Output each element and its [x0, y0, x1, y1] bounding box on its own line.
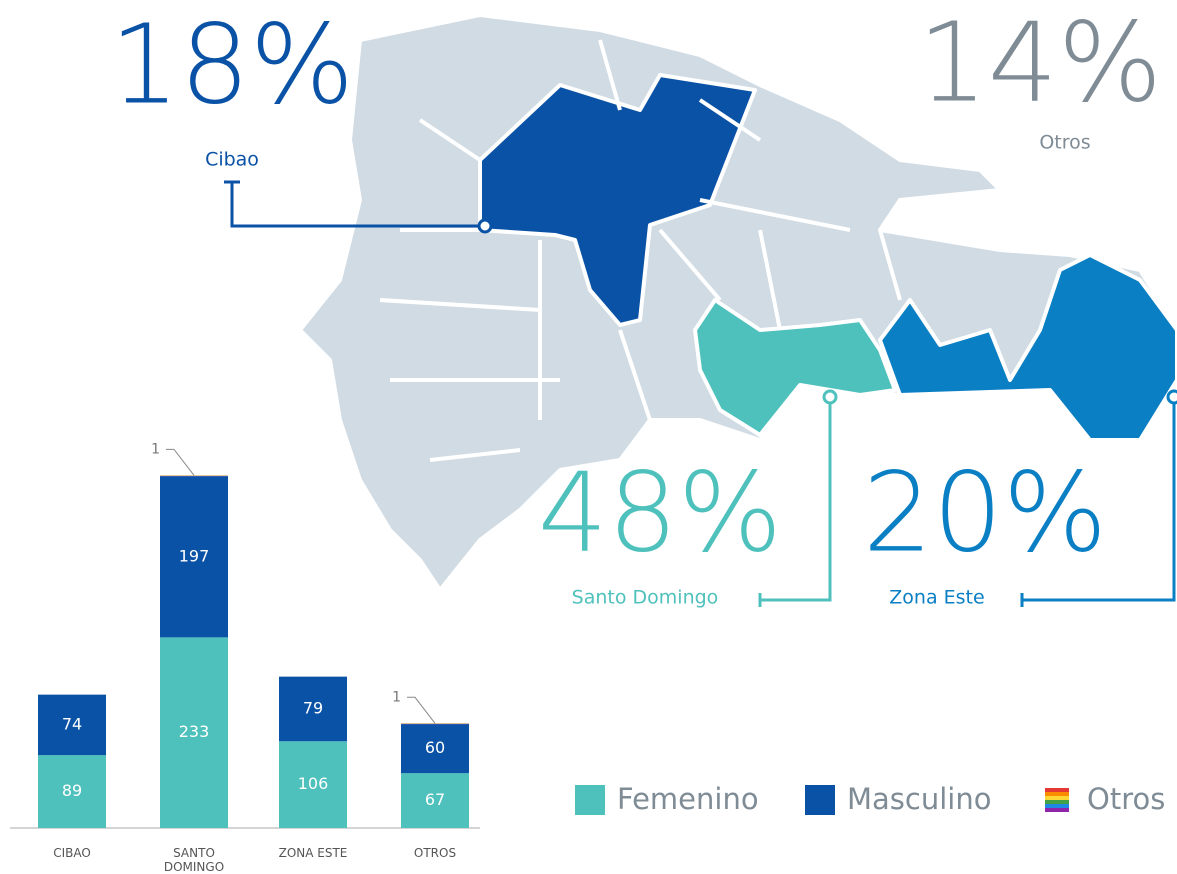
callouts [224, 180, 1177, 607]
map [298, 13, 1177, 592]
legend-swatch [1045, 788, 1069, 792]
region-percent: 20% [863, 448, 1108, 576]
callout-dot [822, 389, 838, 405]
x-tick-label: OTROS [413, 846, 457, 860]
bar-segment [279, 741, 347, 828]
leader-line [166, 448, 195, 476]
bar-value-label: 197 [179, 546, 210, 565]
region-percent: 18% [110, 0, 355, 128]
bar-value-label: 67 [425, 790, 445, 809]
legend-swatch [805, 785, 835, 815]
callout-dot [1166, 389, 1177, 405]
bar-value-label: 60 [425, 738, 445, 757]
region-percent: 14% [918, 0, 1163, 126]
bar-value-label: 1 [151, 441, 160, 457]
region-name: Otros [1039, 132, 1090, 154]
legend-swatch [1045, 800, 1069, 804]
region-name: Santo Domingo [572, 587, 719, 609]
bar-segment [160, 476, 228, 638]
bar-segment [160, 475, 228, 477]
map-cibao [478, 73, 757, 327]
legend-swatch [1045, 796, 1069, 800]
bar-segment [279, 676, 347, 742]
legend-label: Femenino [617, 782, 759, 816]
bar-segment [38, 694, 106, 756]
legend-swatch [1045, 804, 1069, 808]
region-percent: 48% [538, 448, 783, 576]
callout-line [224, 180, 479, 228]
legend-swatch [575, 785, 605, 815]
leader-line [407, 696, 436, 724]
legend-swatch [1045, 808, 1069, 812]
bar-segment [160, 637, 228, 828]
bar-segment [401, 723, 469, 725]
legend-label: Otros [1087, 782, 1165, 816]
callout-line [758, 403, 832, 607]
bar-value-label: 106 [298, 774, 329, 793]
x-tick-label: ZONA ESTE [278, 846, 348, 860]
map-zona-este [878, 253, 1177, 442]
bar-segment [401, 773, 469, 828]
bar-value-label: 233 [179, 722, 210, 741]
bar-value-label: 1 [392, 689, 401, 705]
callout-line [1020, 403, 1176, 607]
x-tick-label: CIBAO [53, 846, 91, 860]
bar-value-label: 74 [62, 714, 82, 733]
callout-dot [477, 218, 493, 234]
legend-label: Masculino [847, 782, 991, 816]
region-name: Zona Este [889, 587, 984, 609]
bar-value-label: 79 [303, 698, 323, 717]
bar-segment [38, 755, 106, 828]
region-name: Cibao [205, 149, 259, 171]
bar-segment [401, 724, 469, 774]
legend-swatch [1045, 792, 1069, 796]
map-borders [379, 39, 902, 462]
map-santo-domingo [693, 298, 897, 437]
x-tick-label: SANTO DOMINGO [163, 846, 225, 874]
bar-value-label: 89 [62, 781, 82, 800]
